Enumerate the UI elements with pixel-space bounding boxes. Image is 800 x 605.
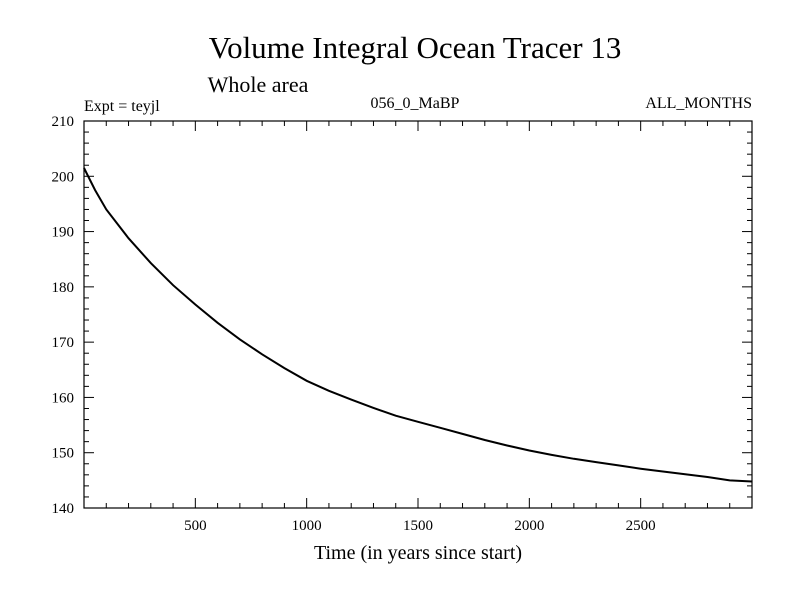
- y-tick-label: 180: [52, 280, 75, 296]
- y-tick-label: 140: [52, 501, 75, 517]
- y-tick-label: 150: [52, 446, 75, 462]
- run-label: 056_0_MaBP: [371, 95, 460, 112]
- chart-subtitle: Whole area: [208, 72, 309, 97]
- axis-ticks: [84, 120, 752, 509]
- y-tick-label: 210: [52, 114, 75, 130]
- y-tick-label: 190: [52, 225, 75, 241]
- y-tick-label: 170: [52, 335, 75, 351]
- x-tick-label: 500: [184, 518, 207, 534]
- series-line: [83, 167, 753, 483]
- y-tick-label: 200: [52, 169, 75, 185]
- experiment-label: Expt = teyjl: [84, 98, 160, 115]
- x-tick-label: 1000: [292, 518, 322, 534]
- x-tick-label: 2500: [626, 518, 656, 534]
- axis-tick-labels: 500 1000 1500 2000 2500 140 150 160 170 180 190 200…: [52, 114, 656, 534]
- x-tick-label: 1500: [403, 518, 433, 534]
- x-tick-label: 2000: [514, 518, 544, 534]
- y-tick-label: 160: [52, 390, 75, 406]
- months-label: ALL_MONTHS: [645, 95, 752, 112]
- x-axis-label: Time (in years since start): [314, 542, 522, 564]
- plot-frame: [83, 120, 753, 509]
- chart-title: Volume Integral Ocean Tracer 13: [209, 30, 622, 65]
